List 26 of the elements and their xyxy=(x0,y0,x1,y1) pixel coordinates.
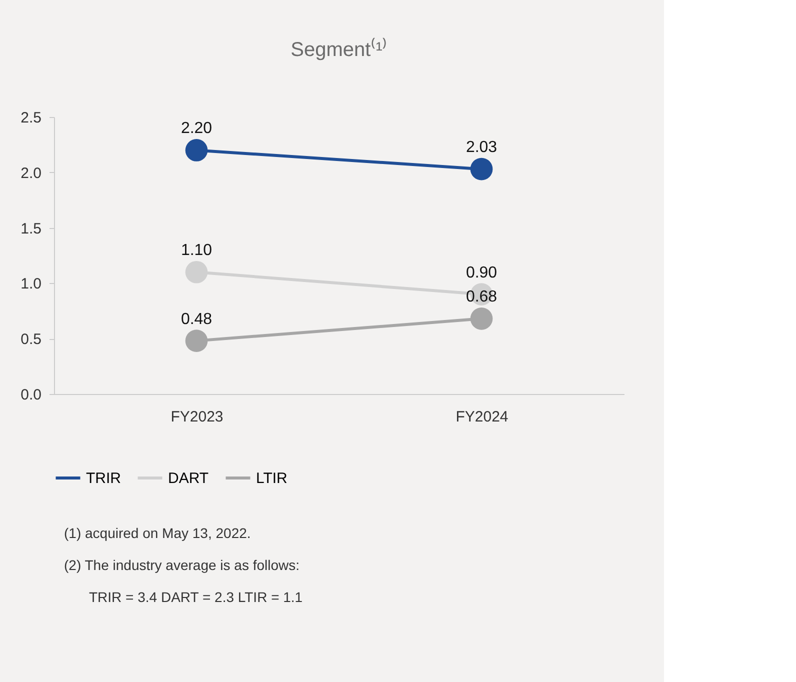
y-tick-label: 2.0 xyxy=(20,164,42,182)
x-tick-label: FY2024 xyxy=(456,408,508,426)
y-tick-label: 0.0 xyxy=(20,386,42,404)
data-label: 0.90 xyxy=(466,264,498,282)
y-tick-label: 1.5 xyxy=(20,220,42,238)
point xyxy=(185,260,208,284)
point xyxy=(185,139,208,162)
chart-title: Segment⁽¹⁾ xyxy=(290,37,388,61)
legend-label: LTIR xyxy=(256,470,288,487)
legend-label: DART xyxy=(168,470,209,487)
point xyxy=(470,158,493,180)
y-tick-label: 2.5 xyxy=(20,110,42,126)
y-tick-label: 0.5 xyxy=(20,331,42,348)
point xyxy=(185,330,208,352)
x-tick-label: FY2023 xyxy=(170,408,224,426)
text: (2) The industry average is as follows: xyxy=(64,557,300,573)
data-label: 0.48 xyxy=(180,310,212,328)
data-label: 0.68 xyxy=(466,288,498,306)
data-label: 2.03 xyxy=(466,139,498,156)
data-label: 1.10 xyxy=(180,242,212,260)
text: TRIR = 3.4 DART = 2.3 LTIR = 1.1 xyxy=(89,589,303,605)
y-tick-label: 1.0 xyxy=(20,276,42,293)
point xyxy=(470,308,493,330)
text: (1) acquired on May 13, 2022. xyxy=(64,525,251,541)
legend-label: TRIR xyxy=(86,470,122,487)
data-label: 2.20 xyxy=(180,120,212,138)
